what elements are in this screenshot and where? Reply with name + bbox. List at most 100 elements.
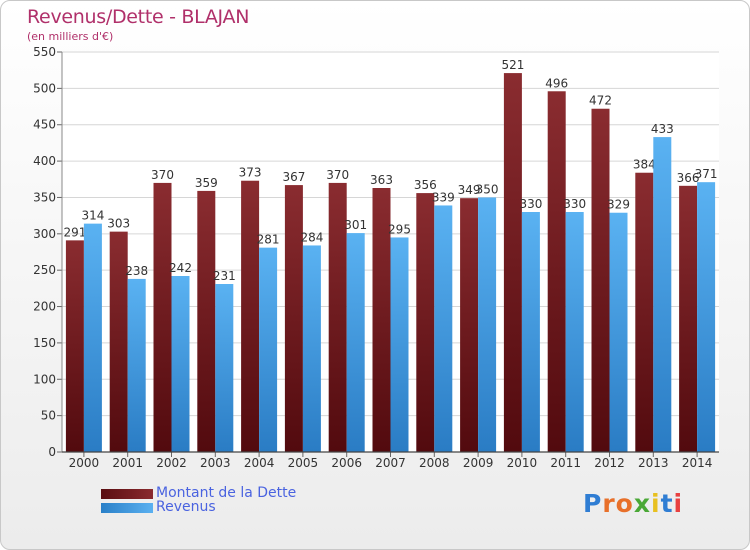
bar-dette [679, 185, 698, 452]
bar-dette-value-label: 384 [633, 158, 656, 172]
bar-revenus [390, 237, 409, 452]
bar-revenus [127, 278, 146, 452]
bar-dette-value-label: 373 [239, 166, 262, 180]
y-tick-label: 300 [33, 227, 56, 241]
bar-dette [65, 240, 84, 452]
x-tick-label: 2012 [594, 456, 625, 470]
x-tick-label: 2007 [375, 456, 406, 470]
chart-subtitle: (en milliers d'€) [27, 30, 114, 43]
bar-revenus-value-label: 238 [125, 264, 148, 278]
bar-dette-value-label: 366 [677, 171, 700, 185]
x-tick-label: 2006 [331, 456, 362, 470]
legend-label-revenus: Revenus [156, 499, 216, 515]
bar-dette-value-label: 303 [107, 217, 130, 231]
x-tick-label: 2009 [463, 456, 494, 470]
legend-swatch-dette [101, 489, 153, 499]
bar-dette-value-label: 356 [414, 178, 437, 192]
bar-dette-value-label: 359 [195, 176, 218, 190]
bar-revenus-value-label: 433 [651, 122, 674, 136]
bar-revenus-value-label: 301 [344, 218, 367, 232]
logo-letter: t [660, 489, 674, 518]
bar-dette [372, 188, 391, 452]
bar-revenus-value-label: 242 [169, 261, 192, 275]
bar-dette [241, 180, 260, 452]
bar-revenus [609, 212, 628, 452]
bar-revenus [215, 284, 234, 452]
y-tick-label: 0 [48, 445, 56, 459]
bar-revenus-value-label: 284 [300, 230, 323, 244]
x-tick-label: 2000 [69, 456, 100, 470]
bar-revenus-value-label: 350 [476, 182, 499, 196]
bar-dette [635, 172, 654, 452]
bar-revenus [83, 223, 102, 452]
bar-dette-value-label: 496 [545, 76, 568, 90]
bar-revenus-value-label: 231 [213, 269, 236, 283]
x-tick-label: 2001 [112, 456, 143, 470]
bar-revenus [478, 197, 497, 452]
x-tick-label: 2010 [507, 456, 538, 470]
logo-letter: i [651, 489, 661, 518]
bar-dette [153, 182, 172, 452]
y-tick-label: 500 [33, 81, 56, 95]
bar-dette-value-label: 367 [282, 170, 305, 184]
bar-dette [460, 198, 479, 452]
bar-dette-value-label: 349 [458, 183, 481, 197]
bar-dette [547, 91, 566, 452]
x-tick-label: 2005 [288, 456, 319, 470]
x-tick-label: 2011 [550, 456, 581, 470]
bar-dette [197, 190, 216, 452]
bar-dette [284, 185, 303, 452]
proxiti-logo: Proxiti [583, 489, 683, 518]
bar-revenus-value-label: 339 [432, 190, 455, 204]
logo-letter: r [602, 489, 616, 518]
bar-revenus-value-label: 314 [81, 209, 104, 223]
y-tick-label: 350 [33, 190, 56, 204]
bar-revenus-value-label: 295 [388, 222, 411, 236]
bar-dette [591, 108, 610, 453]
y-tick-label: 250 [33, 263, 56, 277]
bar-dette [416, 193, 435, 452]
y-tick-label: 450 [33, 118, 56, 132]
x-tick-label: 2002 [156, 456, 187, 470]
y-tick-label: 150 [33, 336, 56, 350]
y-tick-label: 100 [33, 372, 56, 386]
bar-dette-value-label: 472 [589, 94, 612, 108]
bar-revenus-value-label: 329 [607, 198, 630, 212]
bar-revenus [346, 233, 365, 452]
bar-revenus [653, 137, 672, 452]
y-tick-label: 200 [33, 300, 56, 314]
y-tick-label: 50 [41, 409, 56, 423]
bar-revenus [697, 182, 716, 452]
y-tick-label: 400 [33, 154, 56, 168]
x-tick-label: 2014 [682, 456, 713, 470]
y-tick-label: 550 [33, 45, 56, 59]
bar-dette-value-label: 521 [501, 58, 524, 72]
bar-dette-value-label: 363 [370, 173, 393, 187]
logo-letter: P [583, 489, 603, 518]
bar-dette-value-label: 370 [326, 168, 349, 182]
x-tick-label: 2003 [200, 456, 231, 470]
bar-revenus [434, 205, 453, 452]
bar-dette [503, 73, 522, 452]
logo-letter: x [633, 489, 651, 518]
x-tick-label: 2004 [244, 456, 275, 470]
x-tick-label: 2013 [638, 456, 669, 470]
legend-label-dette: Montant de la Dette [156, 485, 297, 501]
bar-dette [109, 231, 128, 452]
bar-dette [328, 182, 347, 452]
bar-revenus-value-label: 281 [257, 233, 280, 247]
chart-title: Revenus/Dette - BLAJAN [27, 6, 250, 28]
bar-revenus [565, 212, 584, 452]
legend-swatch-revenus [101, 503, 153, 513]
bar-revenus [302, 245, 321, 452]
x-tick-label: 2008 [419, 456, 450, 470]
bar-revenus [171, 276, 190, 452]
bar-revenus [259, 247, 278, 452]
logo-letter: i [673, 489, 684, 518]
bar-dette-value-label: 291 [63, 225, 86, 239]
bar-revenus-value-label: 371 [695, 167, 718, 181]
bar-revenus-value-label: 330 [563, 197, 586, 211]
bar-revenus-value-label: 330 [519, 197, 542, 211]
